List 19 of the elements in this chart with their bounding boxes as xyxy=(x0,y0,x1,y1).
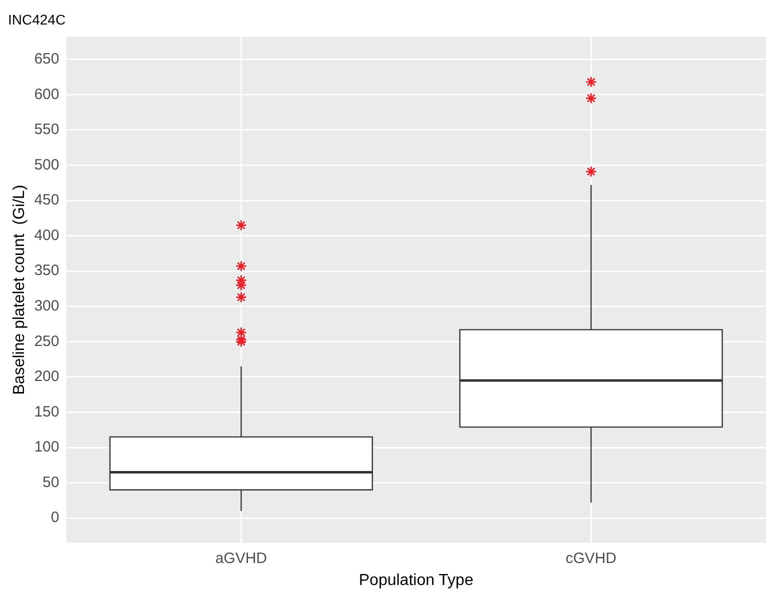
x-tick-label: cGVHD xyxy=(566,550,617,567)
y-tick-label: 100 xyxy=(34,438,60,456)
x-axis-title: Population Type xyxy=(358,572,474,589)
chart-title: INC424C xyxy=(8,11,66,28)
y-tick-label: 300 xyxy=(34,298,60,315)
y-axis-title: Baseline platelet count (Gi/L) xyxy=(11,184,28,395)
y-tick-label: 200 xyxy=(34,368,60,386)
y-tick-label: 450 xyxy=(34,192,60,209)
y-tick-label: 250 xyxy=(34,332,60,350)
y-tick-label: 350 xyxy=(34,262,60,280)
y-tick-label: 150 xyxy=(34,403,60,420)
y-tick-label: 600 xyxy=(34,86,60,103)
y-tick-label: 550 xyxy=(34,121,60,138)
y-tick-label: 400 xyxy=(34,226,60,244)
y-tick-label: 500 xyxy=(34,156,60,174)
x-tick-label: aGVHD xyxy=(215,550,268,567)
y-tick-label: 50 xyxy=(42,474,60,491)
y-tick-label: 650 xyxy=(34,50,60,68)
y-tick-label: 0 xyxy=(50,509,60,526)
